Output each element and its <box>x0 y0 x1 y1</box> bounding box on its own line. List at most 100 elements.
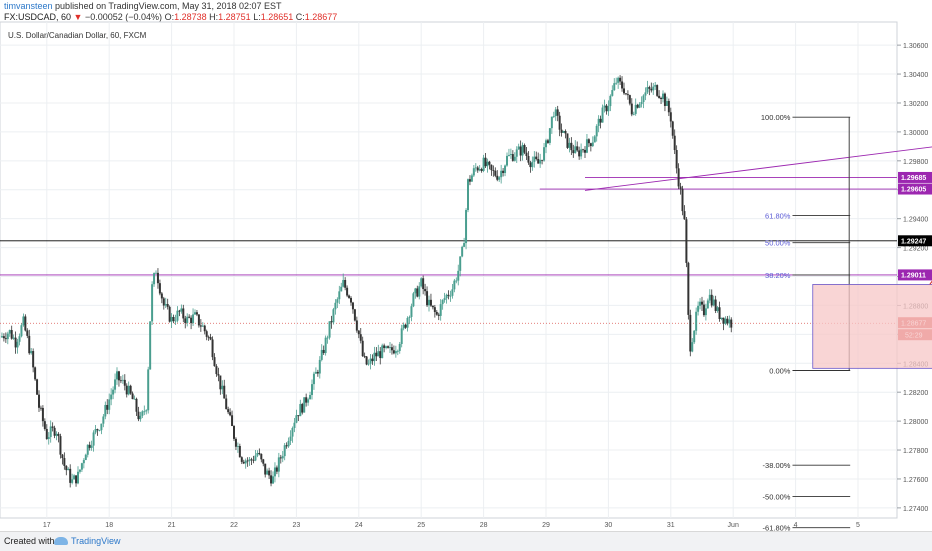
candle <box>121 374 124 384</box>
candle <box>332 307 335 325</box>
candle-body <box>209 337 212 340</box>
candle <box>299 399 302 417</box>
candle <box>638 102 641 109</box>
candle <box>346 285 349 298</box>
candle-body <box>160 293 163 299</box>
candle <box>422 275 425 295</box>
candle-body <box>73 475 76 480</box>
candle-body <box>383 345 386 348</box>
candle-body <box>47 437 50 440</box>
candle <box>685 216 688 268</box>
author-link[interactable]: timvansteen <box>4 1 53 11</box>
candle-body <box>558 115 561 130</box>
candle-body <box>78 469 81 472</box>
candle-body <box>521 145 524 156</box>
x-tick-label: 31 <box>667 522 675 529</box>
candle-body <box>205 331 208 337</box>
candle <box>178 309 181 317</box>
candle <box>683 205 686 220</box>
y-tick-label: 1.29400 <box>903 217 928 224</box>
candle-body <box>482 157 485 171</box>
candle-body <box>539 159 542 164</box>
candle-body <box>433 307 436 312</box>
candle-body <box>359 334 362 341</box>
candle-body <box>714 299 717 311</box>
candle-body <box>297 415 300 417</box>
candle-body <box>402 324 405 329</box>
candle-body <box>677 168 680 187</box>
candle <box>402 322 405 331</box>
candle-body <box>611 90 614 96</box>
candle-body <box>710 294 713 306</box>
y-tick-label: 1.30600 <box>903 43 928 50</box>
candle <box>53 425 56 439</box>
candle-body <box>344 279 347 288</box>
candle-body <box>420 278 423 287</box>
candle <box>363 352 366 359</box>
candle-body <box>295 415 298 423</box>
candle <box>389 341 391 354</box>
candle-body <box>168 306 171 322</box>
candle-body <box>215 366 218 375</box>
candle <box>504 164 507 177</box>
candle-body <box>305 397 308 403</box>
candle <box>229 408 232 417</box>
candle <box>108 393 111 415</box>
y-tick-label: 1.30200 <box>903 101 928 108</box>
candle <box>199 319 202 332</box>
candle-body <box>379 351 382 359</box>
candle <box>104 401 107 420</box>
fib-level-label: 50.00% <box>765 239 791 248</box>
tradingview-logo[interactable]: TradingView <box>54 536 121 546</box>
candle-body <box>695 311 698 331</box>
candle-body <box>428 299 430 306</box>
candle <box>404 324 407 329</box>
candle-body <box>381 345 384 359</box>
candle <box>264 463 267 478</box>
candle-body <box>404 324 407 328</box>
candle <box>211 336 214 361</box>
candle <box>578 146 581 160</box>
candle-body <box>190 317 193 324</box>
price-chart[interactable]: 1.30600 1.30400 1.30200 1.30000 1.29800 1.296… <box>0 0 932 531</box>
x-tick-label: 21 <box>168 522 176 529</box>
candle <box>4 332 7 343</box>
candle-body <box>236 445 239 447</box>
candle <box>106 399 109 415</box>
candle <box>589 142 592 152</box>
candle-body <box>38 394 40 408</box>
candle-body <box>554 109 557 117</box>
candle <box>377 344 380 357</box>
candle <box>531 156 534 171</box>
candle-body <box>646 87 649 93</box>
candle-body <box>535 156 538 159</box>
candle-body <box>184 318 187 323</box>
candle <box>195 310 198 317</box>
candle-body <box>496 175 499 180</box>
candle <box>59 433 62 459</box>
candle <box>293 417 296 433</box>
candle <box>246 457 249 467</box>
candle <box>320 344 323 362</box>
candle <box>236 442 239 453</box>
candle-body <box>41 407 44 422</box>
created-with-text: Created with <box>4 536 55 546</box>
candle <box>90 440 93 451</box>
candle <box>342 273 345 288</box>
candle <box>47 432 50 445</box>
candle <box>305 393 308 407</box>
level-tag-value: 1.29605 <box>901 187 926 194</box>
candle <box>32 348 35 373</box>
candle <box>414 287 417 299</box>
candle <box>0 332 3 338</box>
candle <box>556 105 559 122</box>
candle-body <box>605 105 608 112</box>
candle <box>416 285 419 298</box>
candle <box>507 148 510 157</box>
candle <box>16 338 19 354</box>
candle-body <box>164 304 167 306</box>
candle-body <box>59 436 62 455</box>
y-tick-label: 1.28000 <box>903 419 928 426</box>
candle <box>511 150 514 162</box>
candle <box>367 359 370 366</box>
